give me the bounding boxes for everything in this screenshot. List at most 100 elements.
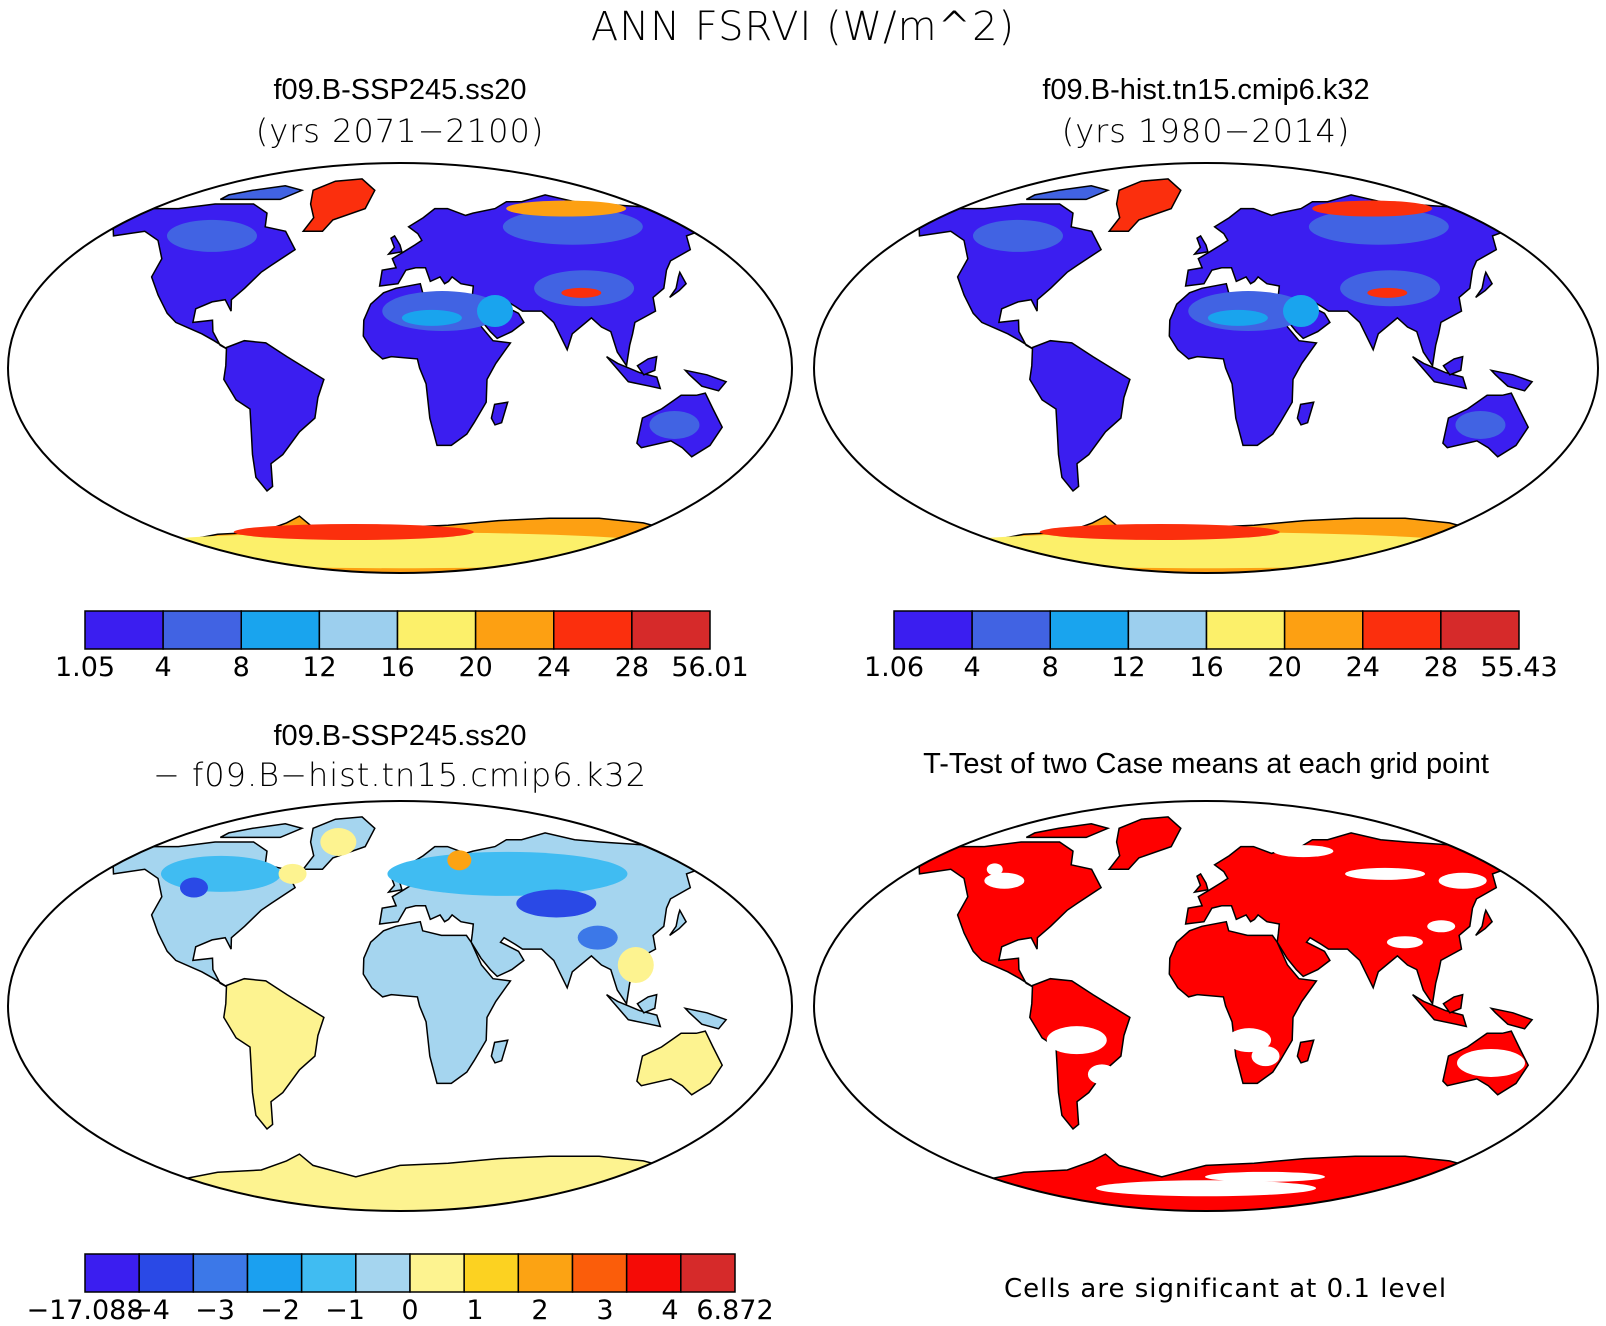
- non-significant-patch: [1427, 920, 1456, 933]
- land-madagascar: [490, 401, 509, 426]
- colorbar-swatch: [1127, 610, 1208, 650]
- field-patch: [160, 855, 281, 892]
- land-indonesia: [1412, 355, 1468, 390]
- colorbar-tick-label: 0: [401, 1295, 419, 1326]
- colorbar-swatch: [192, 1253, 249, 1293]
- land-japan: [1475, 270, 1494, 299]
- colorbar-tick-label: 4: [963, 652, 981, 683]
- land-madagascar: [490, 1039, 509, 1064]
- land-arcticIslands: [1025, 185, 1111, 201]
- field-patch: [1039, 524, 1280, 540]
- colorbar-3: [84, 1253, 736, 1293]
- non-significant-patch: [1251, 1046, 1280, 1067]
- land-japan: [1475, 908, 1494, 937]
- field-patch: [1312, 200, 1433, 217]
- map-panel-4: [813, 800, 1599, 1212]
- land-newGuinea: [1489, 1007, 1534, 1030]
- colorbar-swatch: [138, 1253, 195, 1293]
- land-arcticIslands: [219, 823, 305, 839]
- colorbar-tick-label: 6.872: [696, 1295, 774, 1326]
- field-patch: [387, 851, 628, 896]
- colorbar-swatch: [84, 610, 164, 650]
- land-greenland: [301, 178, 376, 233]
- land-uk: [1192, 234, 1209, 256]
- colorbar-swatch: [680, 1253, 736, 1293]
- non-significant-patch: [1345, 867, 1426, 880]
- land-borneo: [636, 993, 658, 1014]
- field-patch: [577, 925, 618, 950]
- colorbar-tick-label: −3: [195, 1295, 235, 1326]
- panel-2-subtitle: (yrs 1980−2014): [1061, 112, 1351, 150]
- panel-4-title: T-Test of two Case means at each grid po…: [923, 748, 1489, 780]
- land-japan: [669, 270, 688, 299]
- land-borneo: [1442, 355, 1464, 376]
- land-japan: [669, 908, 688, 937]
- map-frame: [7, 162, 793, 574]
- map-frame: [7, 800, 793, 1212]
- colorbar-swatch: [1205, 610, 1286, 650]
- field-patch: [1455, 410, 1506, 439]
- non-significant-patch: [1204, 1171, 1325, 1182]
- colorbar-tick-label: 16: [1189, 652, 1224, 683]
- land-indonesia: [1412, 993, 1468, 1028]
- land-africa: [362, 920, 512, 1085]
- colorbar-swatch: [571, 1253, 628, 1293]
- colorbar-tick-label: 28: [614, 652, 650, 683]
- land-madagascar: [1296, 1039, 1315, 1064]
- colorbar-tick-label: −2: [260, 1295, 300, 1326]
- non-significant-patch: [984, 872, 1025, 889]
- colorbar-1: [84, 610, 711, 650]
- land-southAmerica: [1029, 339, 1131, 493]
- colorbar-swatch: [84, 1253, 140, 1293]
- colorbar-swatch: [474, 610, 555, 650]
- colorbar-tick-label: 56.01: [671, 652, 749, 683]
- colorbar-tick-label: −1: [325, 1295, 365, 1326]
- colorbar-swatch: [246, 1253, 303, 1293]
- field-patch: [516, 889, 597, 918]
- land-greenland: [1107, 178, 1182, 233]
- colorbar-tick-label: 20: [458, 652, 493, 683]
- non-significant-patch: [1457, 1048, 1526, 1077]
- field-patch: [233, 524, 474, 540]
- colorbar-swatch: [409, 1253, 465, 1293]
- colorbar-tick-label: 28: [1423, 652, 1459, 683]
- colorbar-swatch: [300, 1253, 357, 1293]
- land-arcticIslands: [219, 185, 305, 201]
- significance-note: Cells are significant at 0.1 level: [1004, 1274, 1448, 1304]
- figure-title: ANN FSRVI (W/m^2): [590, 4, 1016, 50]
- map-panel-1: [7, 162, 793, 574]
- land-madagascar: [1296, 401, 1315, 426]
- colorbar-swatch: [355, 1253, 411, 1293]
- non-significant-patch: [1273, 845, 1334, 858]
- colorbar-swatch: [463, 1253, 520, 1293]
- colorbar-tick-label: 24: [536, 652, 571, 683]
- land-southAmerica: [223, 977, 325, 1131]
- colorbar-swatch: [1440, 610, 1520, 650]
- colorbar-tick-label: 3: [596, 1295, 614, 1326]
- field-patch: [1283, 295, 1320, 328]
- land-indonesia: [606, 355, 662, 390]
- colorbar-swatch: [396, 610, 477, 650]
- colorbar-swatch: [318, 610, 399, 650]
- non-significant-patch: [1227, 1028, 1272, 1053]
- land-indonesia: [606, 993, 662, 1028]
- field-patch: [649, 410, 700, 439]
- panel-3-title: f09.B-SSP245.ss20: [273, 720, 527, 752]
- field-patch: [1207, 309, 1268, 326]
- land-newGuinea: [683, 1007, 728, 1030]
- land-greenland: [1107, 816, 1182, 871]
- colorbar-tick-label: 12: [302, 652, 337, 683]
- panel-1-subtitle: (yrs 2071−2100): [255, 112, 545, 150]
- panel-2-title: f09.B-hist.tn15.cmip6.k32: [1042, 74, 1370, 106]
- land-uk: [1192, 872, 1209, 894]
- colorbar-2: [893, 610, 1520, 650]
- panel-3-subtitle: − f09.B−hist.tn15.cmip6.k32: [153, 756, 647, 794]
- colorbar-tick-label: −4: [130, 1295, 170, 1326]
- colorbar-tick-label: 1.05: [54, 652, 116, 683]
- field-patch: [447, 850, 472, 871]
- non-significant-patch: [1046, 1026, 1107, 1055]
- land-borneo: [636, 355, 658, 376]
- field-patch: [1308, 208, 1449, 245]
- non-significant-patch: [986, 863, 1003, 876]
- non-significant-patch: [1087, 1064, 1116, 1085]
